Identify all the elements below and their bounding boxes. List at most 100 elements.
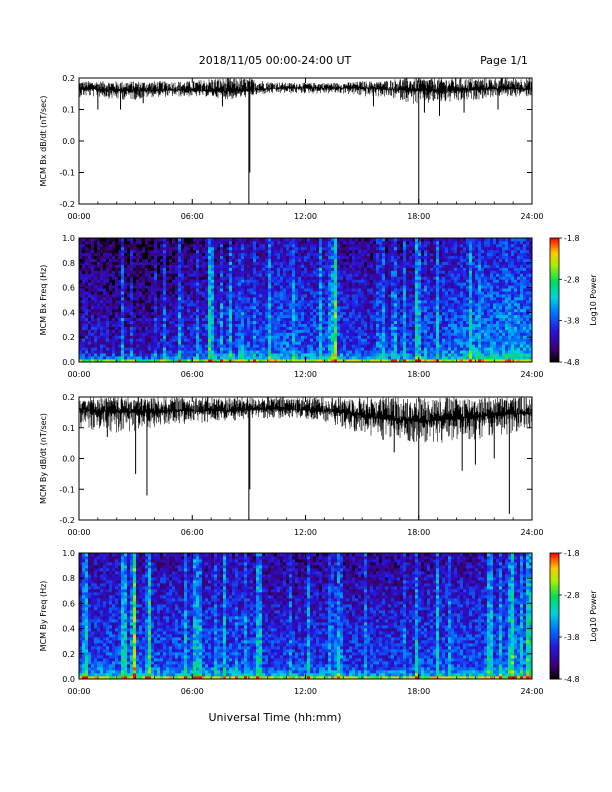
spectrogram-cell bbox=[79, 305, 83, 310]
spectrogram-cell bbox=[331, 329, 335, 333]
spectrogram-cell bbox=[112, 282, 116, 286]
spectrogram-cell bbox=[154, 353, 158, 357]
spectrogram-cell bbox=[172, 305, 176, 310]
spectrogram-cell bbox=[226, 285, 230, 289]
spectrogram-cell bbox=[142, 323, 146, 327]
spectrogram-cell bbox=[256, 350, 260, 354]
spectrogram-cell bbox=[256, 282, 260, 286]
spectrogram-cell bbox=[328, 323, 332, 327]
spectrogram-cell bbox=[418, 258, 422, 262]
spectrogram-cell bbox=[103, 356, 107, 360]
spectrogram-cell bbox=[277, 282, 281, 286]
spectrogram-cell bbox=[307, 359, 311, 363]
spectrogram-cell bbox=[100, 353, 104, 357]
spectrogram-cell bbox=[175, 238, 179, 242]
spectrogram-cell bbox=[310, 344, 314, 348]
spectrogram-cell bbox=[130, 264, 134, 268]
spectrogram-cell bbox=[286, 291, 290, 295]
spectrogram-cell bbox=[160, 356, 164, 360]
spectrogram-cell bbox=[223, 264, 227, 268]
spectrogram-cell bbox=[127, 238, 131, 242]
spectrogram-cell bbox=[346, 243, 350, 248]
spectrogram-cell bbox=[409, 347, 413, 351]
spectrogram-cell bbox=[289, 297, 293, 301]
spectrogram-cell bbox=[364, 294, 368, 298]
spectrogram-cell bbox=[292, 329, 296, 333]
spectrogram-cell bbox=[142, 335, 146, 339]
spectrogram-cell bbox=[199, 267, 203, 271]
spectrogram-cell bbox=[241, 273, 245, 277]
spectrogram-cell bbox=[343, 273, 347, 277]
spectrogram-cell bbox=[343, 249, 347, 254]
spectrogram-cell bbox=[271, 353, 275, 357]
spectrogram-cell bbox=[226, 294, 230, 298]
spectrogram-cell bbox=[232, 258, 236, 262]
spectrogram-cell bbox=[316, 302, 320, 307]
spectrogram-cell bbox=[376, 240, 380, 245]
spectrogram-cell bbox=[214, 246, 218, 251]
spectrogram-cell bbox=[136, 258, 140, 262]
spectrogram-cell bbox=[121, 335, 125, 339]
spectrogram-cell bbox=[178, 238, 182, 242]
spectrogram-cell bbox=[271, 288, 275, 292]
spectrogram-cell bbox=[112, 353, 116, 357]
spectrogram-cell bbox=[214, 347, 218, 351]
spectrogram-cell bbox=[304, 264, 308, 268]
spectrogram-cell bbox=[391, 329, 395, 333]
spectrogram-cell bbox=[151, 335, 155, 339]
spectrogram-cell bbox=[298, 285, 302, 289]
spectrogram-cell bbox=[229, 282, 233, 286]
spectrogram-cell bbox=[106, 353, 110, 357]
spectrogram-cell bbox=[235, 338, 239, 342]
spectrogram-cell bbox=[175, 255, 179, 260]
spectrogram-cell bbox=[388, 255, 392, 260]
spectrogram-cell bbox=[175, 267, 179, 271]
spectrogram-cell bbox=[148, 302, 152, 307]
spectrogram-cell bbox=[385, 243, 389, 248]
spectrogram-cell bbox=[301, 261, 305, 265]
spectrogram-cell bbox=[232, 341, 236, 345]
spectrogram-cell bbox=[118, 264, 122, 268]
spectrogram-cell bbox=[163, 282, 167, 286]
spectrogram-cell bbox=[262, 344, 266, 348]
spectrogram-cell bbox=[199, 359, 203, 363]
spectrogram-cell bbox=[100, 326, 104, 330]
spectrogram-cell bbox=[103, 317, 107, 322]
spectrogram-cell bbox=[121, 276, 125, 280]
spectrogram-cell bbox=[229, 261, 233, 265]
spectrogram-cell bbox=[118, 291, 122, 295]
spectrogram-cell bbox=[166, 302, 170, 307]
spectrogram-cell bbox=[127, 282, 131, 286]
spectrogram-cell bbox=[349, 308, 353, 313]
spectrogram-cell bbox=[253, 282, 257, 286]
spectrogram-cell bbox=[328, 356, 332, 360]
spectrogram-cell bbox=[259, 341, 263, 345]
spectrogram-cell bbox=[256, 246, 260, 251]
spectrogram-cell bbox=[142, 300, 146, 304]
spectrogram-cell bbox=[382, 264, 386, 268]
spectrogram-cell bbox=[343, 329, 347, 333]
spectrogram-cell bbox=[268, 294, 272, 298]
spectrogram-cell bbox=[121, 308, 125, 313]
spectrogram-cell bbox=[136, 326, 140, 330]
spectrogram-cell bbox=[253, 356, 257, 360]
spectrogram-cell bbox=[277, 279, 281, 283]
spectrogram-cell bbox=[370, 288, 374, 292]
spectrogram-cell bbox=[355, 323, 359, 327]
spectrogram-cell bbox=[169, 279, 173, 283]
spectrogram-cell bbox=[85, 238, 89, 242]
spectrogram-cell bbox=[193, 294, 197, 298]
spectrogram-cell bbox=[100, 356, 104, 360]
spectrogram-cell bbox=[109, 326, 113, 330]
spectrogram-cell bbox=[412, 317, 416, 322]
spectrogram-cell bbox=[148, 240, 152, 245]
spectrogram-cell bbox=[394, 285, 398, 289]
spectrogram-cell bbox=[292, 249, 296, 254]
spectrogram-cell bbox=[307, 285, 311, 289]
spectrogram-cell bbox=[307, 326, 311, 330]
spectrogram-cell bbox=[196, 255, 200, 260]
spectrogram-cell bbox=[259, 243, 263, 248]
spectrogram-cell bbox=[109, 243, 113, 248]
spectrogram-cell bbox=[97, 279, 101, 283]
spectrogram-cell bbox=[223, 302, 227, 307]
